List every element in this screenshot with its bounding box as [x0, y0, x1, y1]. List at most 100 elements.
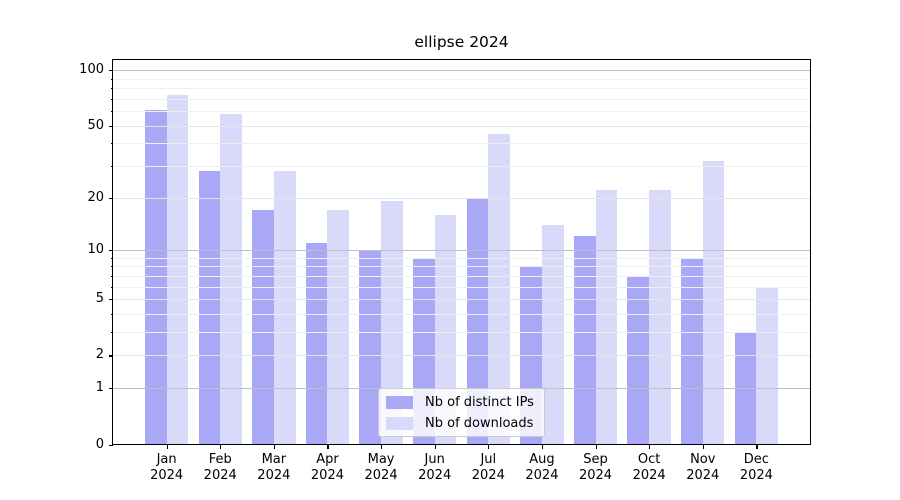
x-tick-month: Feb	[208, 451, 232, 467]
legend-label-downloads: Nb of downloads	[425, 415, 534, 431]
y-minor-tick-90	[110, 78, 113, 80]
x-tick-oct	[649, 444, 651, 449]
bar-nb-of-distinct-ips-jan	[144, 109, 167, 445]
y-minor-tick-8	[110, 266, 113, 268]
bar-nb-of-downloads-oct	[649, 190, 671, 445]
x-tick-label-jul: Jul 2024	[453, 452, 523, 485]
chart-title: ellipse 2024	[414, 33, 509, 51]
bar-nb-of-downloads-apr	[327, 210, 350, 445]
x-tick-month: May	[367, 451, 395, 467]
y-tick-0	[108, 444, 113, 446]
bar-nb-of-distinct-ips-sep	[573, 236, 596, 445]
x-tick-aug	[541, 444, 544, 449]
bar-nb-of-downloads-feb	[220, 113, 242, 445]
y-tick-100	[108, 70, 113, 72]
legend-entry-downloads: Nb of downloads	[386, 416, 534, 431]
gridline-y-70	[113, 98, 810, 100]
x-tick-nov	[702, 444, 704, 449]
gridline-y-50	[113, 125, 810, 127]
y-minor-tick-30	[110, 165, 113, 167]
y-tick-label-1: 1	[95, 380, 104, 396]
bar-nb-of-distinct-ips-jul	[466, 197, 489, 445]
x-tick-year: 2024	[739, 468, 773, 483]
x-tick-month: Jun	[424, 451, 445, 467]
x-tick-label-aug: Aug 2024	[507, 452, 577, 485]
x-tick-year: 2024	[310, 468, 344, 483]
x-tick-month: Oct	[637, 451, 661, 467]
y-minor-tick-7	[110, 275, 113, 277]
x-tick-label-jan: Jan 2024	[132, 452, 202, 485]
x-tick-jun	[434, 444, 436, 449]
y-tick-2	[108, 355, 113, 357]
x-tick-month: Dec	[743, 451, 769, 467]
legend: Nb of distinct IPs Nb of downloads	[378, 388, 545, 437]
y-tick-label-50: 50	[87, 117, 104, 133]
legend-label-distinct-ips: Nb of distinct IPs	[425, 394, 534, 410]
gridline-y-80	[113, 88, 810, 89]
y-minor-tick-40	[110, 143, 113, 145]
x-tick-label-may: May 2024	[346, 452, 416, 485]
x-tick-mar	[273, 444, 276, 449]
x-tick-month: Sep	[583, 451, 608, 467]
x-tick-month: Apr	[316, 451, 339, 467]
y-tick-1	[108, 388, 113, 390]
x-tick-year: 2024	[257, 468, 291, 483]
x-tick-label-feb: Feb 2024	[185, 452, 255, 485]
gridline-y-100	[113, 70, 810, 72]
x-tick-month: Mar	[261, 451, 287, 467]
x-tick-label-mar: Mar 2024	[239, 452, 309, 485]
y-minor-tick-6	[110, 286, 113, 288]
y-tick-5	[108, 299, 113, 301]
x-tick-sep	[595, 444, 597, 449]
x-tick-label-oct: Oct 2024	[614, 452, 684, 485]
y-minor-tick-60	[110, 111, 113, 112]
legend-swatch-distinct-ips	[386, 395, 413, 409]
gridline-y-40	[113, 143, 810, 145]
bar-nb-of-downloads-aug	[541, 224, 564, 445]
x-tick-month: Jan	[156, 451, 177, 467]
x-tick-apr	[327, 444, 329, 449]
legend-swatch-downloads	[386, 416, 413, 430]
bar-nb-of-distinct-ips-oct	[627, 275, 650, 445]
x-tick-feb	[220, 444, 222, 449]
y-minor-tick-3	[110, 332, 113, 334]
x-tick-jul	[488, 444, 490, 449]
x-tick-year: 2024	[203, 468, 237, 483]
gridline-y-90	[113, 78, 810, 80]
y-tick-label-2: 2	[95, 347, 104, 363]
y-tick-label-10: 10	[87, 241, 104, 257]
bar-nb-of-distinct-ips-nov	[681, 257, 703, 445]
bar-nb-of-downloads-jun	[434, 214, 457, 445]
bar-nb-of-distinct-ips-mar	[252, 210, 274, 445]
x-tick-label-sep: Sep 2024	[561, 452, 631, 485]
x-tick-month: Jul	[480, 451, 497, 467]
legend-entry-distinct-ips: Nb of distinct IPs	[386, 395, 534, 410]
y-tick-label-0: 0	[95, 436, 104, 452]
y-minor-tick-70	[110, 98, 113, 100]
x-tick-year: 2024	[364, 468, 398, 483]
bar-nb-of-distinct-ips-dec	[734, 332, 757, 445]
y-tick-10	[108, 249, 113, 252]
x-tick-label-apr: Apr 2024	[292, 452, 362, 485]
x-tick-year: 2024	[686, 468, 720, 483]
bar-nb-of-distinct-ips-may	[359, 249, 382, 445]
y-tick-label-100: 100	[79, 62, 104, 78]
bar-nb-of-downloads-mar	[273, 171, 296, 445]
x-tick-dec	[756, 444, 758, 449]
x-tick-year: 2024	[632, 468, 666, 483]
y-tick-label-5: 5	[95, 291, 104, 307]
y-minor-tick-4	[110, 313, 113, 315]
bar-nb-of-distinct-ips-apr	[305, 242, 328, 445]
x-tick-year: 2024	[150, 468, 184, 483]
x-tick-year: 2024	[471, 468, 505, 483]
bar-nb-of-downloads-nov	[702, 160, 725, 445]
bar-nb-of-downloads-jul	[488, 133, 510, 445]
x-tick-year: 2024	[525, 468, 559, 483]
x-tick-month: Aug	[529, 451, 555, 467]
x-tick-label-jun: Jun 2024	[400, 452, 470, 485]
y-tick-label-20: 20	[87, 189, 104, 205]
x-tick-may	[381, 444, 383, 449]
y-minor-tick-9	[110, 257, 113, 259]
x-tick-jan	[166, 444, 168, 449]
